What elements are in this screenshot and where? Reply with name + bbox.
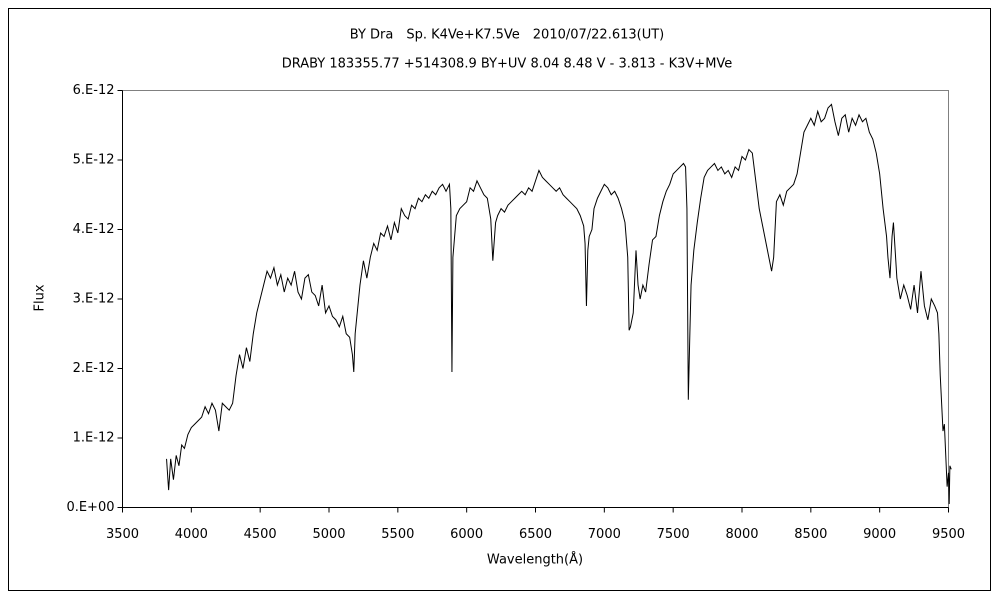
x-tick-label: 6500 [519,527,552,542]
x-tick-label: 5000 [312,527,345,542]
x-tick-label: 7000 [588,527,621,542]
x-tick-label: 9500 [932,527,965,542]
chart-subtitle: DRABY 183355.77 +514308.9 BY+UV 8.04 8.4… [282,57,733,72]
x-tick-label: 4500 [244,527,277,542]
y-tick-label: 1.E-12 [73,431,115,446]
chart-title: BY Dra Sp. K4Ve+K7.5Ve 2010/07/22.613(UT… [350,28,665,43]
x-tick-label: 6000 [450,527,483,542]
x-axis-label: Wavelength(Å) [487,552,583,568]
x-tick-label: 3500 [106,527,139,542]
y-tick-label: 0.E+00 [66,500,114,515]
spectrum-line [166,103,952,505]
x-tick-label: 4000 [175,527,208,542]
x-tick-label: 9000 [863,527,896,542]
y-tick-label: 5.E-12 [73,153,115,168]
y-tick-label: 6.E-12 [73,83,115,98]
y-tick-label: 3.E-12 [73,292,115,307]
y-tick-label: 2.E-12 [73,361,115,376]
x-tick-label: 5500 [381,527,414,542]
plot-area [122,90,949,508]
y-tick-label: 4.E-12 [73,222,115,237]
x-tick-label: 8000 [725,527,758,542]
y-axis-label: Flux [33,284,48,311]
x-tick-label: 7500 [657,527,690,542]
x-tick-label: 8500 [794,527,827,542]
